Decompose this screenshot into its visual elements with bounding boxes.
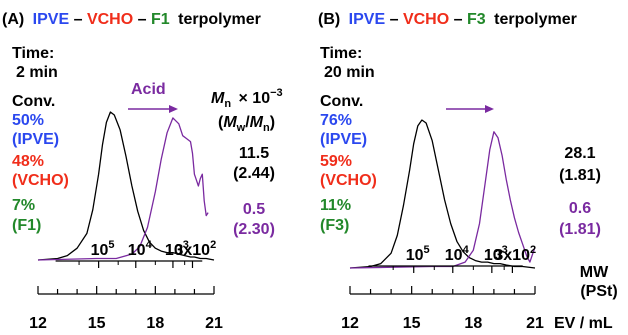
panel-a-pdi-header: (Mw/Mn) [218, 114, 275, 134]
panel-b-conv-f-name: (F3) [320, 217, 349, 234]
panel-b-title-vcho: VCHO [403, 11, 449, 28]
panel-b-purple-mn: 0.6 [569, 200, 591, 217]
panel-a-exp: −3 [270, 87, 283, 99]
panel-b-mw-tick-label: 3x102 [494, 244, 536, 264]
panel-a-mw-tick-label: 3x102 [174, 239, 216, 259]
panel-a-mn-sub: n [224, 98, 231, 110]
panel-b-ev-tick-label: 18 [464, 315, 482, 332]
panel-a-mw-tick-label: 105 [91, 239, 115, 259]
panel-a-title-suffix: terpolymer [178, 11, 261, 28]
panel-b-title: (B) IPVE – VCHO – F3 terpolymer [318, 11, 577, 28]
panel-b-mw-unit: MW [580, 264, 609, 281]
panel-a-mw-tick-label: 104 [128, 239, 153, 259]
panel-a-title-ipve: IPVE [33, 11, 70, 28]
panel-a-time-value: 2 min [16, 64, 58, 81]
panel-b-mw-tick-label: 104 [445, 244, 470, 264]
panel-b-curves [349, 119, 536, 269]
panel-b-mw-tick-label: 103 [484, 244, 508, 264]
panel-b-conv-vcho-value: 59% [320, 153, 352, 170]
panel-a-title: (A) IPVE – VCHO – F1 terpolymer [2, 11, 261, 28]
panel-a-acid-label: Acid [131, 81, 166, 98]
panel-a-mw-tick-label: 103 [165, 239, 189, 259]
panel-b-series-1-line [349, 131, 536, 269]
panel-b-ev-axis: 12 15 18 21 [341, 286, 544, 332]
panel-b-title-ipve: IPVE [349, 11, 386, 28]
panel-a-title-label: (A) [2, 11, 24, 28]
panel-b-mw-pst: (PSt) [580, 283, 617, 300]
panel-b-conv-ipve-value: 76% [320, 112, 352, 129]
panel-b-title-dash1: – [390, 11, 399, 28]
panel-a-black-pdi: (2.44) [233, 165, 275, 182]
panel-a-mn2-symbol: M [250, 114, 264, 131]
panel-a-series-1-line [37, 117, 209, 261]
panel-a-time-label: Time: [12, 45, 54, 62]
panel-a-mn2-sub: n [263, 122, 270, 134]
panel-a: (A) IPVE – VCHO – F1 terpolymer Time: 2 … [2, 11, 283, 332]
panel-a-purple-pdi: (2.30) [233, 221, 275, 238]
panel-a-title-vcho: VCHO [87, 11, 133, 28]
panel-a-mw-symbol: M [223, 114, 237, 131]
panel-b-purple-pdi: (1.81) [559, 221, 601, 238]
panel-a-mn-symbol: M [211, 90, 225, 107]
panel-b: (B) IPVE – VCHO – F3 terpolymer Time: 20… [318, 11, 618, 332]
panel-a-ev-axis: 12 15 18 21 [29, 286, 223, 332]
panel-b-title-f: F3 [467, 11, 486, 28]
panel-a-title-f: F1 [151, 11, 170, 28]
panel-b-mw-tick-label: 105 [406, 244, 430, 264]
panel-a-conv-f-name: (F1) [12, 217, 41, 234]
panel-a-mw-sub: w [236, 122, 246, 134]
panel-a-ev-tick-label: 15 [88, 315, 106, 332]
panel-a-ev-tick-label: 21 [205, 315, 223, 332]
panel-b-black-mn: 28.1 [564, 145, 595, 162]
panel-a-curves [37, 111, 215, 261]
panel-a-mn-header: Mn × 10−3 [211, 87, 283, 111]
panel-b-acid-arrow-head [485, 105, 494, 113]
panel-b-time-value: 20 min [324, 64, 375, 81]
panel-a-pdi-open: ( [218, 114, 224, 131]
panel-a-ev-tick-label: 18 [146, 315, 164, 332]
panel-a-title-dash2: – [138, 11, 147, 28]
panel-b-ev-tick-label: 12 [341, 315, 359, 332]
panel-a-conv-ipve-name: (IPVE) [12, 131, 59, 148]
panel-b-time-label: Time: [320, 45, 362, 62]
panel-b-conv-vcho-name: (VCHO) [320, 172, 377, 189]
panel-b-ev-label: EV / mL [554, 315, 613, 332]
panel-a-series-0-line [37, 111, 215, 261]
panel-a-acid-arrow-head [169, 105, 178, 113]
panel-b-conv-label: Conv. [320, 93, 363, 110]
panel-a-conv-vcho-value: 48% [12, 153, 44, 170]
panel-a-conv-ipve-value: 50% [12, 112, 44, 129]
panel-a-pdi-close: ) [270, 114, 275, 131]
panel-b-title-label: (B) [318, 11, 340, 28]
panel-a-times: × 10 [239, 90, 271, 107]
panel-b-conv-f-value: 11% [320, 197, 351, 214]
panel-a-ev-tick-label: 12 [29, 315, 47, 332]
panel-a-slash: / [245, 114, 250, 131]
panel-a-title-dash1: – [74, 11, 83, 28]
panel-b-ev-tick-label: 21 [526, 315, 544, 332]
panel-a-purple-mn: 0.5 [243, 201, 265, 218]
panel-a-conv-label: Conv. [12, 93, 55, 110]
panel-b-conv-ipve-name: (IPVE) [320, 131, 367, 148]
panel-b-series-0-line [349, 119, 536, 269]
panel-b-black-pdi: (1.81) [559, 167, 601, 184]
panel-b-ev-tick-label: 15 [403, 315, 421, 332]
panel-b-title-suffix: terpolymer [494, 11, 577, 28]
panel-b-title-dash2: – [454, 11, 463, 28]
panel-a-black-mn: 11.5 [239, 145, 269, 162]
panel-a-conv-f-value: 7% [12, 197, 35, 214]
panel-a-conv-vcho-name: (VCHO) [12, 172, 69, 189]
